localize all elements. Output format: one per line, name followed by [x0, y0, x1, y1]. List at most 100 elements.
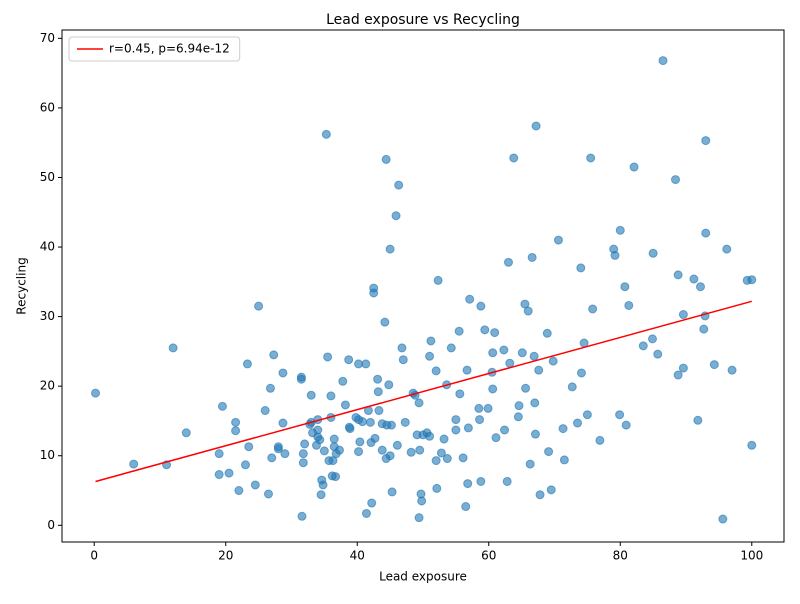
- scatter-point: [129, 459, 139, 469]
- scatter-point: [476, 301, 486, 311]
- scatter-point: [491, 433, 501, 443]
- scatter-point: [306, 390, 316, 400]
- scatter-point: [373, 387, 383, 397]
- y-axis-label: Recycling: [15, 257, 29, 314]
- scatter-point: [318, 480, 328, 490]
- scatter-point: [701, 228, 711, 238]
- scatter-point: [558, 424, 568, 434]
- legend-label: r=0.45, p=6.94e-12: [109, 42, 230, 56]
- scatter-point: [340, 400, 350, 410]
- scatter-point: [400, 417, 410, 427]
- x-tick-label: 80: [613, 549, 628, 563]
- scatter-point: [297, 511, 307, 521]
- scatter-point: [709, 360, 719, 370]
- scatter-point: [509, 153, 519, 163]
- scatter-point: [621, 420, 631, 430]
- y-tick-label: 10: [40, 448, 55, 462]
- scatter-point: [521, 383, 531, 393]
- scatter-point: [530, 429, 540, 439]
- y-tick-label: 0: [47, 518, 55, 532]
- scatter-point: [425, 351, 435, 361]
- scatter-point: [386, 420, 396, 430]
- scatter-point: [321, 129, 331, 139]
- x-tick-label: 0: [90, 549, 98, 563]
- scatter-point: [387, 487, 397, 497]
- scatter-point: [727, 365, 737, 375]
- scatter-point: [217, 401, 227, 411]
- scatter-point: [699, 324, 709, 334]
- scatter-point: [615, 410, 625, 420]
- scatter-point: [244, 442, 254, 452]
- scatter-point: [475, 415, 485, 425]
- scatter-point: [658, 56, 668, 66]
- scatter-point: [432, 483, 442, 493]
- scatter-point: [530, 398, 540, 408]
- scatter-point: [573, 418, 583, 428]
- scatter-point: [455, 389, 465, 399]
- scatter-point: [544, 447, 554, 457]
- scatter-point: [480, 325, 490, 335]
- scatter-point: [553, 235, 563, 245]
- scatter-point: [319, 446, 329, 456]
- scatter-point: [296, 374, 306, 384]
- scatter-point: [527, 252, 537, 262]
- scatter-point: [462, 365, 472, 375]
- scatter-point: [273, 442, 283, 452]
- scatter-point: [361, 508, 371, 518]
- scatter-point: [567, 382, 577, 392]
- scatter-point: [398, 355, 408, 365]
- scatter-point: [414, 398, 424, 408]
- scatter-point: [431, 456, 441, 466]
- scatter-point: [488, 348, 498, 358]
- scatter-point: [391, 211, 401, 221]
- scatter-point: [224, 468, 234, 478]
- scatter-point: [546, 485, 556, 495]
- scatter-point: [168, 343, 178, 353]
- x-tick-label: 100: [740, 549, 763, 563]
- chart-title: Lead exposure vs Recycling: [326, 12, 520, 28]
- scatter-point: [488, 384, 498, 394]
- scatter-point: [534, 365, 544, 375]
- scatter-point: [250, 480, 260, 490]
- scatter-point: [505, 358, 515, 368]
- scatter-point: [331, 472, 341, 482]
- legend-box: [68, 36, 241, 62]
- scatter-point: [240, 460, 250, 470]
- scatter-point: [474, 403, 484, 413]
- scatter-point: [624, 300, 634, 310]
- scatter-point: [344, 355, 354, 365]
- scatter-point: [278, 368, 288, 378]
- scatter-point: [433, 275, 443, 285]
- scatter-point: [517, 348, 527, 358]
- scatter-point: [442, 454, 452, 464]
- scatter-point: [542, 328, 552, 338]
- scatter-point: [358, 417, 368, 427]
- scatter-point: [392, 440, 402, 450]
- scatter-point: [267, 453, 277, 463]
- scatter-point: [280, 449, 290, 459]
- y-tick-label: 70: [40, 31, 55, 45]
- scatter-point: [334, 445, 344, 455]
- scatter-point: [354, 447, 364, 457]
- scatter-point: [689, 274, 699, 284]
- x-axis-label: Lead exposure: [379, 570, 467, 584]
- scatter-point: [345, 424, 355, 434]
- scatter-point: [260, 406, 270, 416]
- y-tick-label: 30: [40, 309, 55, 323]
- scatter-point: [439, 434, 449, 444]
- x-tick-label: 60: [481, 549, 496, 563]
- scatter-point: [329, 434, 339, 444]
- scatter-point: [369, 288, 379, 298]
- scatter-point: [278, 418, 288, 428]
- scatter-point: [535, 490, 545, 500]
- scatter-point: [638, 341, 648, 351]
- scatter-point: [747, 440, 757, 450]
- x-tick-label: 40: [350, 549, 365, 563]
- scatter-point: [588, 304, 598, 314]
- scatter-point: [377, 445, 387, 455]
- scatter-point: [326, 391, 336, 401]
- scatter-point: [461, 502, 471, 512]
- scatter-point: [316, 490, 326, 500]
- scatter-point: [531, 121, 541, 131]
